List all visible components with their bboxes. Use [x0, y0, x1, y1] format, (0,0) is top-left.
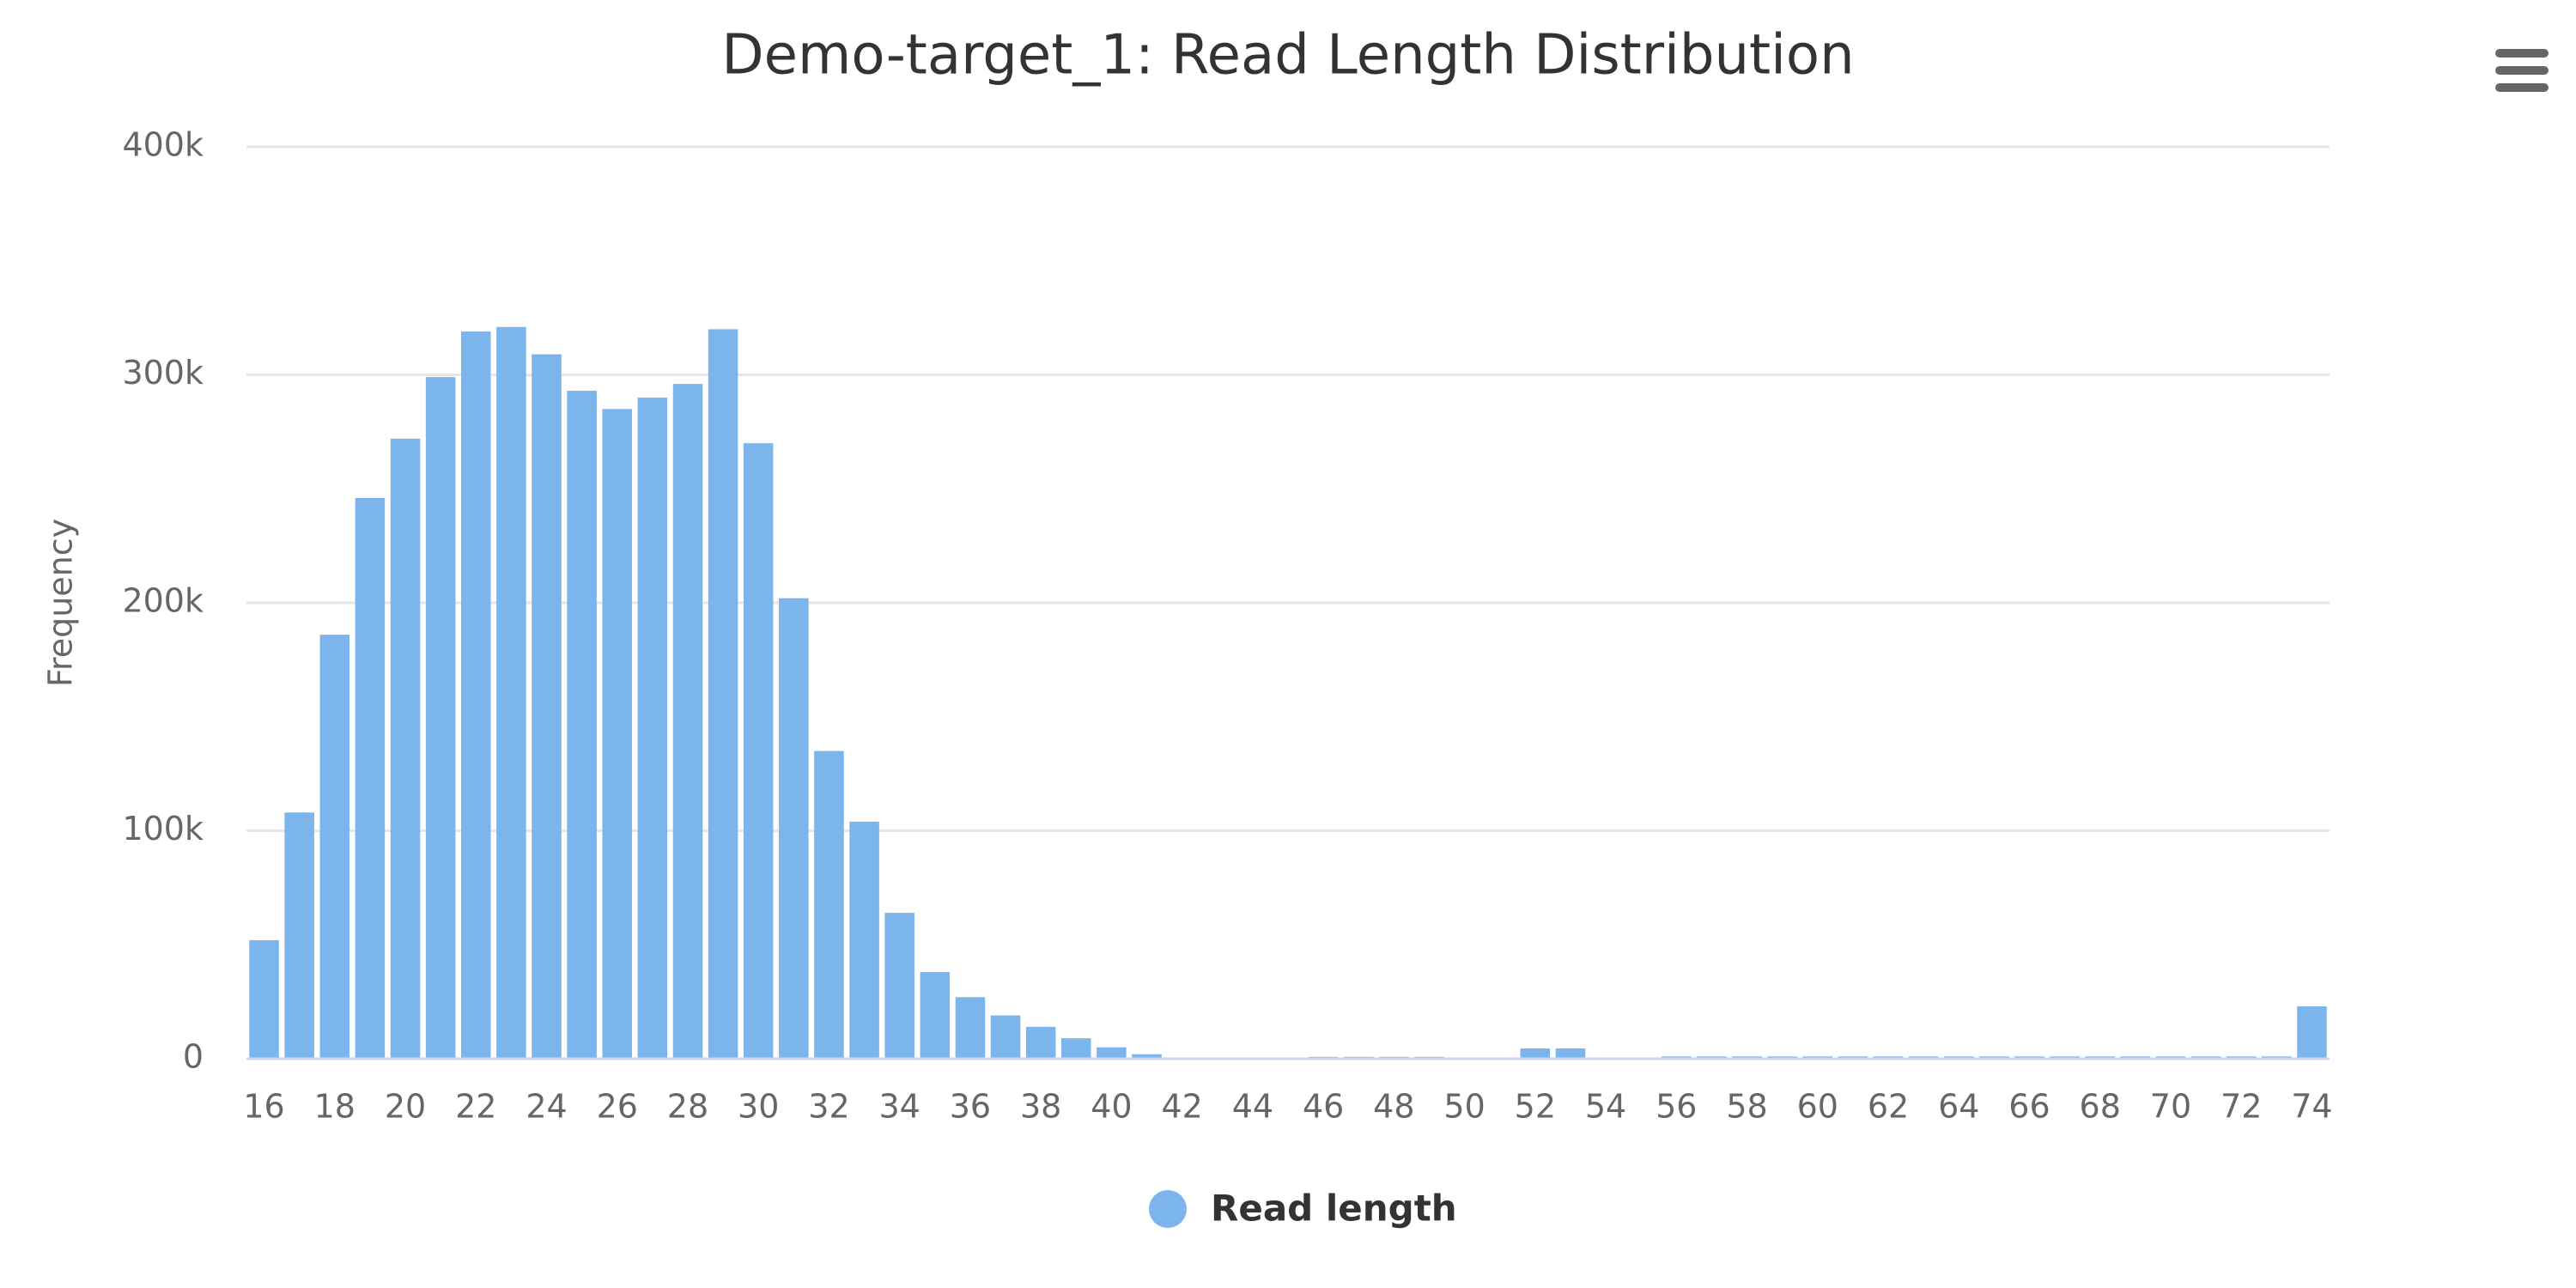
bar: [425, 377, 456, 1059]
bar: [1520, 1048, 1551, 1059]
x-tick-label: 34: [879, 1088, 920, 1126]
y-tick-label: 100k: [122, 810, 204, 848]
x-tick-label: 32: [808, 1088, 849, 1126]
x-tick-label: 72: [2221, 1088, 2262, 1126]
x-tick-label: 38: [1020, 1088, 1061, 1126]
bar: [849, 821, 879, 1059]
x-tick-label: 16: [243, 1088, 284, 1126]
y-tick-label: 300k: [122, 354, 204, 392]
bar: [672, 384, 703, 1059]
legend-marker: [1149, 1190, 1187, 1228]
x-tick-label: 64: [1938, 1088, 1979, 1126]
chart-title: Demo-target_1: Read Length Distribution: [721, 24, 1854, 88]
x-tick-label: 42: [1161, 1088, 1202, 1126]
bar: [1025, 1026, 1056, 1059]
legend-label: Read length: [1211, 1188, 1457, 1230]
bar: [2297, 1005, 2327, 1059]
menu-button[interactable]: [2495, 49, 2549, 92]
bar: [602, 409, 633, 1059]
bar: [1132, 1054, 1162, 1059]
bar: [390, 438, 421, 1060]
bar: [355, 497, 386, 1059]
bar: [249, 939, 279, 1059]
y-tick-label: 200k: [122, 582, 204, 620]
y-tick-label: 400k: [122, 126, 204, 164]
menu-icon-bar: [2495, 66, 2549, 75]
x-tick-label: 66: [2008, 1088, 2050, 1126]
menu-icon-bar: [2495, 49, 2549, 58]
x-tick-label: 70: [2150, 1088, 2191, 1126]
x-tick-label: 36: [950, 1088, 991, 1126]
bar: [955, 997, 986, 1059]
x-tick-label: 58: [1726, 1088, 1767, 1126]
x-tick-label: 50: [1443, 1088, 1485, 1126]
bar: [1061, 1038, 1091, 1059]
bar: [884, 913, 914, 1059]
x-tick-label: 26: [597, 1088, 638, 1126]
bar: [637, 398, 668, 1059]
bar: [814, 750, 844, 1059]
x-tick-label: 54: [1585, 1088, 1626, 1126]
x-tick-label: 68: [2080, 1088, 2121, 1126]
bar: [779, 598, 809, 1059]
y-axis-title: Frequency: [42, 519, 80, 687]
bar: [708, 329, 738, 1059]
x-tick-label: 46: [1303, 1088, 1344, 1126]
x-tick-label: 22: [455, 1088, 496, 1126]
x-tick-label: 40: [1091, 1088, 1132, 1126]
x-tick-label: 28: [667, 1088, 708, 1126]
bar: [532, 354, 562, 1060]
x-tick-label: 74: [2291, 1088, 2332, 1126]
y-tick-label: 0: [183, 1038, 204, 1076]
bar: [461, 331, 491, 1059]
bar: [496, 326, 526, 1059]
x-tick-label: 62: [1868, 1088, 1909, 1126]
bar: [920, 972, 951, 1059]
x-tick-label: 56: [1656, 1088, 1697, 1126]
bar: [743, 443, 774, 1059]
bar: [1097, 1047, 1127, 1059]
bar: [284, 812, 314, 1059]
x-tick-label: 48: [1373, 1088, 1414, 1126]
x-tick-label: 20: [385, 1088, 426, 1126]
bar: [1555, 1048, 1586, 1059]
x-tick-label: 18: [314, 1088, 355, 1126]
x-tick-label: 44: [1232, 1088, 1273, 1126]
x-tick-label: 60: [1797, 1088, 1838, 1126]
bar: [567, 391, 597, 1060]
bar: [990, 1015, 1021, 1059]
x-tick-label: 24: [526, 1088, 567, 1126]
x-tick-label: 30: [738, 1088, 779, 1126]
x-tick-label: 52: [1515, 1088, 1556, 1126]
bar: [319, 635, 350, 1059]
menu-icon-bar: [2495, 83, 2549, 92]
